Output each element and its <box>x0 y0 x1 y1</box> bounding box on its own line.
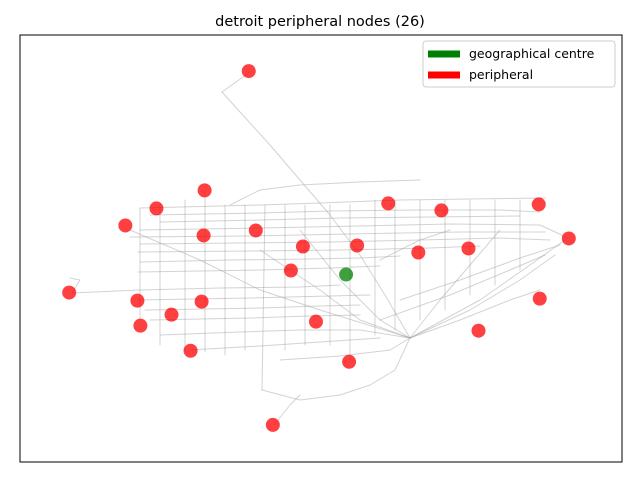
peripheral-point-6 <box>381 196 396 211</box>
peripheral-point-5 <box>248 223 263 238</box>
legend: geographical centre peripheral <box>422 40 616 88</box>
peripheral-point-2 <box>149 201 164 216</box>
peripheral-point-4 <box>196 228 211 243</box>
peripheral-point-1 <box>197 183 212 198</box>
peripheral-point-23 <box>471 323 486 338</box>
peripheral-point-20 <box>183 343 198 358</box>
peripheral-point-15 <box>62 285 77 300</box>
peripheral-point-12 <box>411 245 426 260</box>
peripheral-point-14 <box>283 263 298 278</box>
peripheral-point-11 <box>295 239 310 254</box>
legend-box <box>422 40 616 88</box>
peripheral-point-9 <box>561 231 576 246</box>
peripheral-point-24 <box>342 354 357 369</box>
peripheral-point-17 <box>194 294 209 309</box>
peripheral-point-10 <box>350 238 365 253</box>
chart-title: detroit peripheral nodes (26) <box>215 14 425 30</box>
legend-label-peripheral: peripheral <box>469 67 533 82</box>
peripheral-point-19 <box>133 318 148 333</box>
peripheral-point-25 <box>265 417 280 432</box>
peripheral-point-22 <box>532 291 547 306</box>
legend-label-geographical-centre: geographical centre <box>469 46 595 61</box>
peripheral-point-7 <box>434 203 449 218</box>
geographical-centre-point-0 <box>339 267 354 282</box>
street-network <box>69 71 569 426</box>
peripheral-point-16 <box>130 293 145 308</box>
peripheral-point-0 <box>241 64 256 79</box>
peripheral-point-13 <box>461 241 476 256</box>
peripheral-point-8 <box>531 197 546 212</box>
plot-frame <box>19 34 623 463</box>
peripheral-point-21 <box>308 314 323 329</box>
point-layer <box>62 64 576 432</box>
peripheral-point-18 <box>164 307 179 322</box>
peripheral-point-3 <box>118 218 133 233</box>
